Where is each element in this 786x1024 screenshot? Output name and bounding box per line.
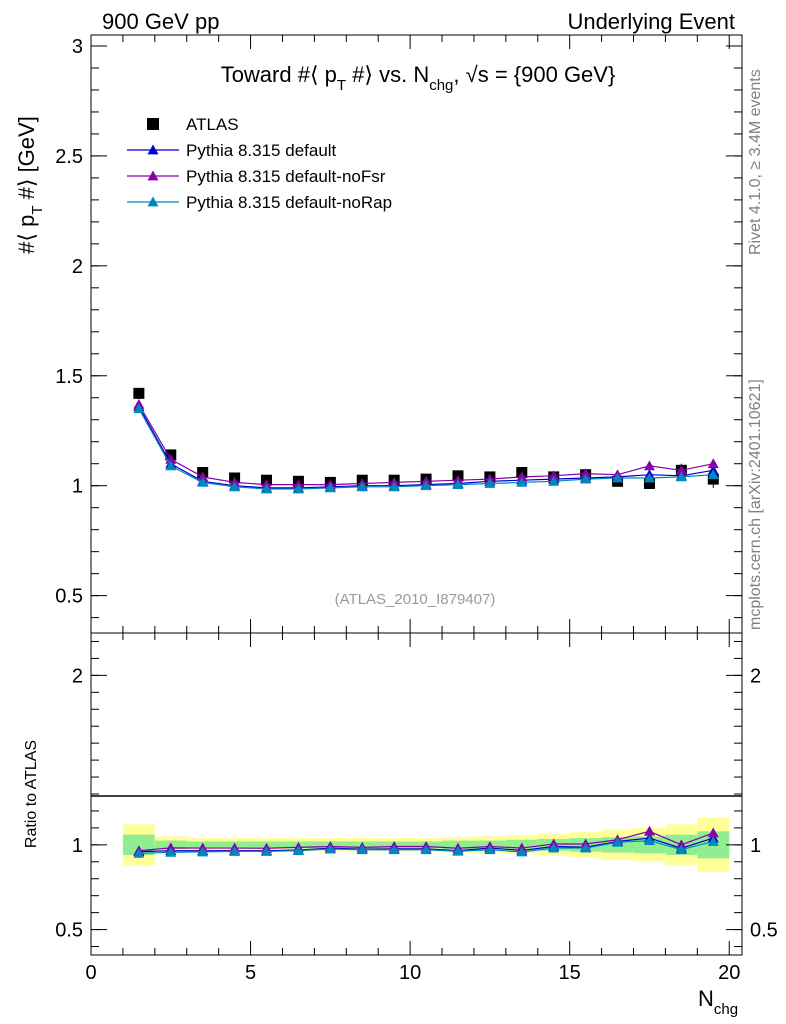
ratio-series-marker	[292, 845, 304, 856]
rivet-version-label: Rivet 4.1.0, ≥ 3.4M events	[747, 69, 764, 255]
legend-marker	[147, 144, 159, 155]
ratio-series-marker	[388, 844, 400, 855]
ratio-series	[133, 825, 719, 858]
y-tick-label: 2.5	[55, 146, 83, 168]
x-tick-label: 10	[399, 962, 421, 984]
ratio-y-axis-label: Ratio to ATLAS	[23, 740, 40, 848]
series-marker	[548, 475, 560, 486]
legend-label: Pythia 8.315 default-noFsr	[186, 167, 386, 186]
ratio-axis-ticks: 0.5 0.51 12 20 5 10 15 20	[55, 633, 778, 984]
series-marker	[324, 482, 336, 493]
series-marker	[197, 476, 209, 487]
y-tick-label: 1	[72, 476, 83, 498]
legend-marker	[147, 170, 159, 181]
ratio-series-marker	[197, 846, 209, 857]
legend-label: Pythia 8.315 default	[186, 141, 337, 160]
series-marker	[229, 481, 241, 492]
legend-marker-atlas	[147, 118, 159, 130]
process-label: Underlying Event	[567, 9, 735, 34]
ratio-y-tick-label: 0.5	[55, 920, 83, 942]
plot-title: Toward #⟨ pT #⟩ vs. Nchg, √s = {900 GeV}	[221, 62, 616, 94]
main-axis-ticks: 0.5 1 1.5 2 2.5 3	[55, 35, 742, 633]
series-marker	[388, 481, 400, 492]
ratio-series-marker	[484, 844, 496, 855]
ratio-series-marker	[165, 846, 177, 857]
ratio-series-marker	[612, 836, 624, 847]
ratio-y-tick-label-right: 1	[750, 835, 761, 857]
ratio-series-marker	[643, 825, 655, 836]
series-marker	[643, 472, 655, 483]
series-marker	[675, 471, 687, 482]
series-marker	[675, 464, 687, 475]
ratio-series-marker	[643, 835, 655, 846]
legend: ATLAS Pythia 8.315 default Pythia 8.315 de…	[127, 115, 392, 212]
mcplots-label: mcplots.cern.ch [arXiv:2401.10621]	[747, 379, 764, 630]
ratio-y-tick-label-right: 2	[750, 665, 761, 687]
y-tick-label: 1.5	[55, 366, 83, 388]
ratio-series-marker	[452, 845, 464, 856]
legend-label: ATLAS	[186, 115, 239, 134]
series-marker	[165, 460, 177, 471]
x-tick-label: 15	[559, 962, 581, 984]
series-marker	[292, 483, 304, 494]
y-tick-label: 3	[72, 36, 83, 58]
legend-label: Pythia 8.315 default-noRap	[186, 193, 392, 212]
ratio-series-marker	[516, 846, 528, 857]
ratio-series-marker	[580, 842, 592, 853]
series-marker	[484, 478, 496, 488]
ratio-series-marker	[324, 843, 336, 854]
series-marker	[133, 403, 145, 414]
series-marker	[356, 481, 368, 492]
series-marker	[452, 479, 464, 489]
ratio-y-tick-label-right: 0.5	[750, 920, 778, 942]
y-axis-label: #⟨ pT #⟩ [GeV]	[14, 116, 46, 254]
ratio-series-marker	[133, 847, 145, 858]
x-tick-label: 20	[718, 962, 740, 984]
analysis-id-label: (ATLAS_2010_I879407)	[335, 591, 496, 608]
y-tick-label: 2	[72, 256, 83, 278]
series-marker	[420, 480, 432, 491]
x-tick-label: 0	[85, 962, 96, 984]
x-axis-label: Nchg	[698, 986, 738, 1018]
series-marker	[707, 469, 719, 480]
atlas-data-point	[643, 478, 655, 489]
series-marker	[707, 458, 719, 469]
ratio-series-marker	[548, 842, 560, 853]
y-tick-label: 0.5	[55, 586, 83, 608]
ratio-series-marker	[229, 845, 241, 856]
ratio-y-tick-label: 1	[72, 835, 83, 857]
series-marker	[548, 470, 560, 481]
ratio-series-marker	[420, 844, 432, 855]
top-series	[133, 387, 719, 494]
series-marker	[612, 472, 624, 483]
series-marker	[516, 476, 528, 487]
series-marker	[580, 473, 592, 484]
ratio-y-tick-label: 2	[72, 665, 83, 687]
ratio-series-marker	[707, 827, 719, 838]
ratio-plot-frame	[90, 632, 743, 956]
series-marker	[580, 468, 592, 479]
series-marker	[197, 471, 209, 482]
series-line	[138, 404, 714, 486]
ratio-series-marker	[356, 844, 368, 855]
legend-marker	[147, 196, 159, 207]
series-marker	[261, 483, 273, 494]
energy-label: 900 GeV pp	[102, 9, 219, 34]
series-marker	[643, 460, 655, 471]
ratio-series-marker	[261, 845, 273, 856]
atlas-data-point	[133, 387, 145, 399]
ratio-series-marker	[675, 844, 687, 854]
ratio-series-marker	[707, 835, 719, 846]
x-tick-label: 5	[245, 962, 256, 984]
series-marker	[516, 471, 528, 482]
